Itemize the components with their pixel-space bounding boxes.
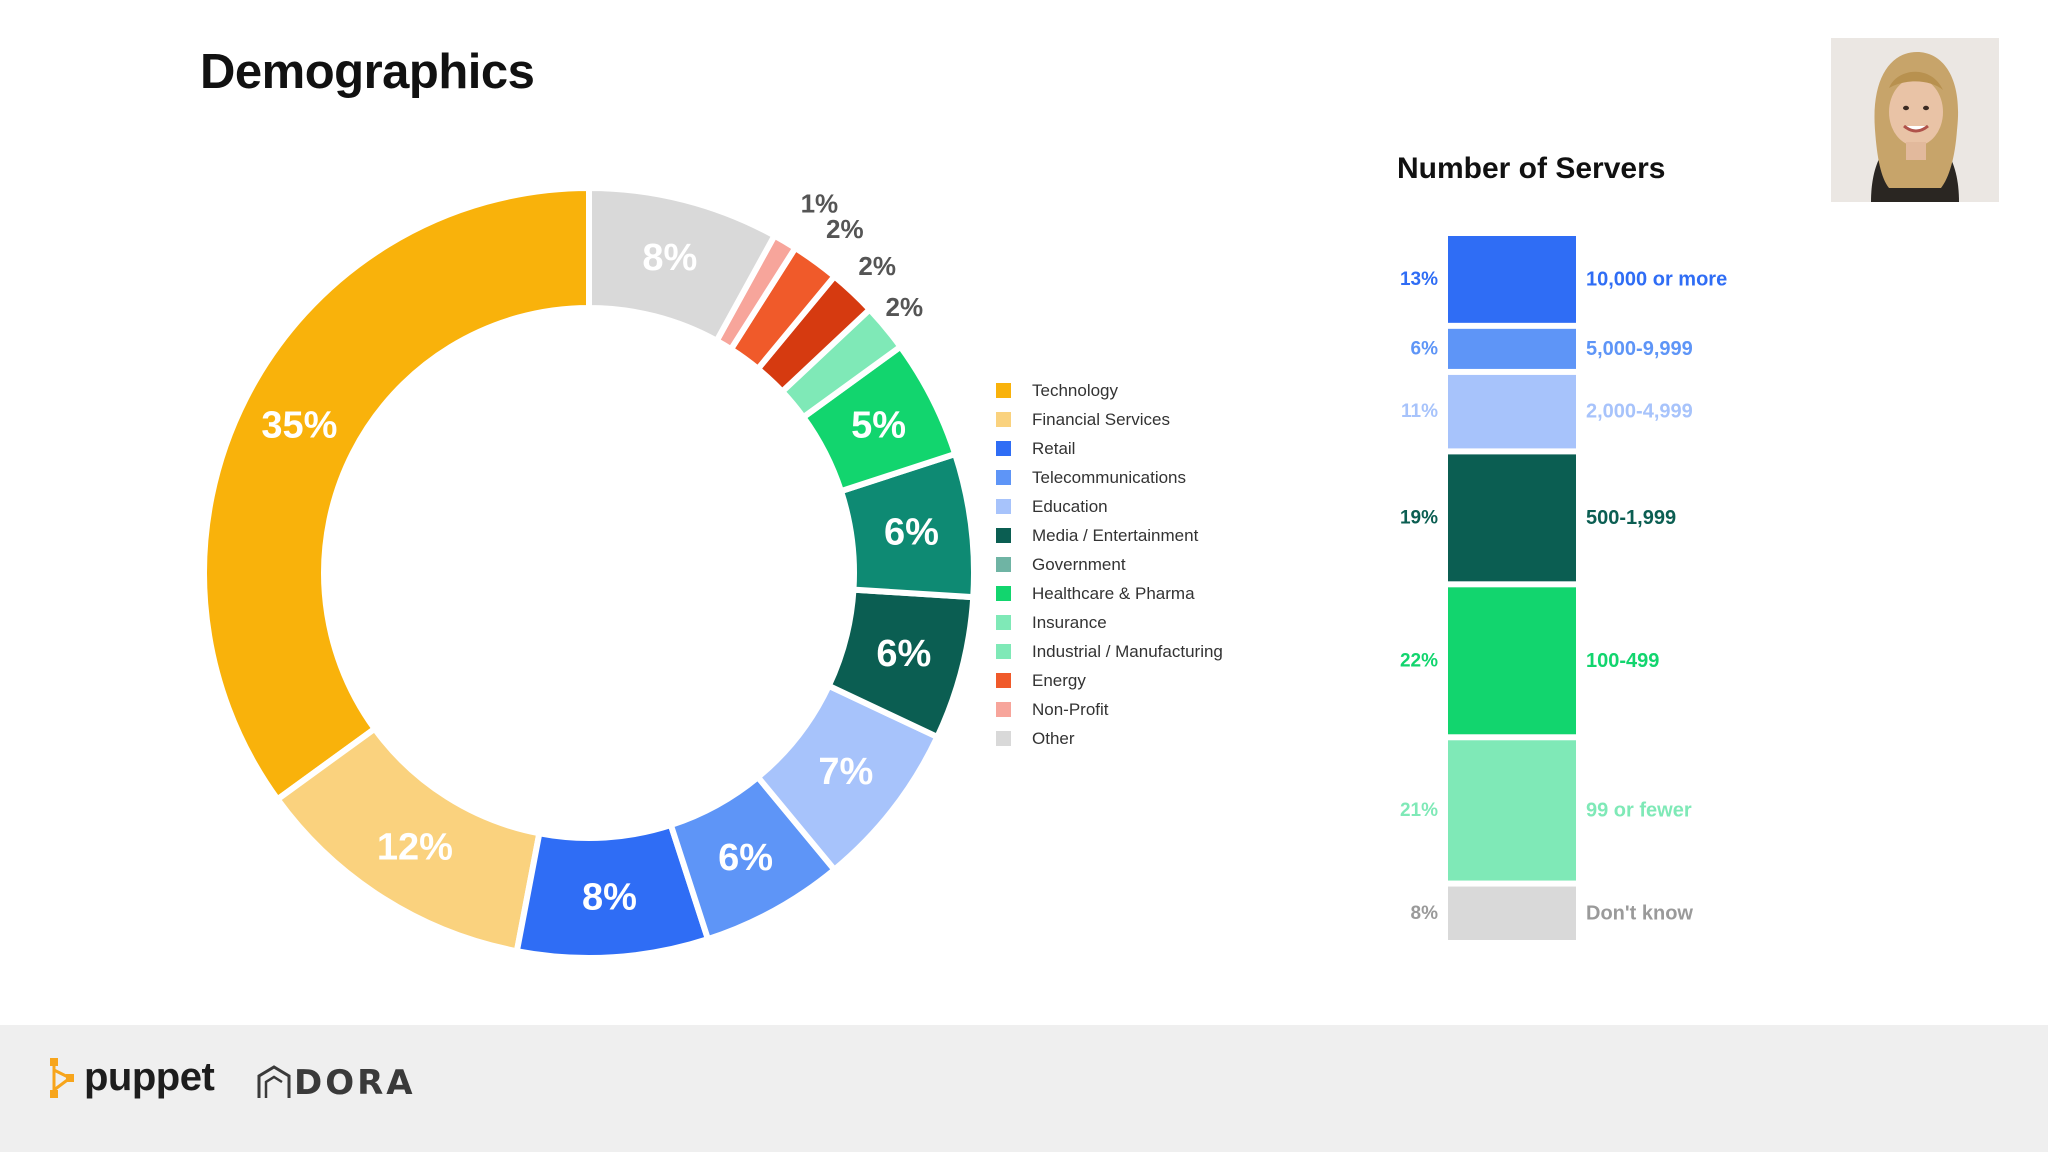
donut-label-telecommunications: 6% bbox=[718, 837, 773, 879]
legend-label: Government bbox=[1032, 554, 1126, 574]
legend-swatch bbox=[996, 557, 1011, 572]
server-category-label: 99 or fewer bbox=[1586, 799, 1692, 821]
page-title: Demographics bbox=[200, 45, 535, 99]
legend-label: Media / Entertainment bbox=[1032, 525, 1199, 545]
legend-label: Healthcare & Pharma bbox=[1032, 583, 1195, 603]
server-category-label: 10,000 or more bbox=[1586, 268, 1727, 290]
legend-swatch bbox=[996, 412, 1011, 427]
puppet-logo: puppet bbox=[44, 1055, 215, 1100]
legend-swatch bbox=[996, 731, 1011, 746]
legend-item-media-entertainment: Media / Entertainment bbox=[996, 521, 1223, 550]
dora-logo: DORA bbox=[256, 1063, 416, 1103]
presenter-webcam bbox=[1831, 38, 1999, 202]
legend-item-industrial-manufacturing: Industrial / Manufacturing bbox=[996, 637, 1223, 666]
legend-label: Technology bbox=[1032, 380, 1119, 400]
donut-label-technology: 35% bbox=[261, 404, 337, 446]
puppet-logo-icon bbox=[50, 1058, 74, 1098]
donut-label-healthcare-pharma: 5% bbox=[851, 404, 906, 446]
server-value-label: 13% bbox=[1400, 269, 1438, 290]
donut-label-other: 8% bbox=[642, 237, 697, 279]
donut-label-education: 7% bbox=[818, 751, 873, 793]
footer-bar: puppet DORA bbox=[0, 1025, 2048, 1152]
server-value-label: 21% bbox=[1400, 800, 1438, 821]
legend-swatch bbox=[996, 499, 1011, 514]
legend-label: Retail bbox=[1032, 438, 1076, 458]
servers-chart-title: Number of Servers bbox=[1397, 152, 1666, 185]
server-value-label: 19% bbox=[1400, 507, 1438, 528]
legend-item-energy: Energy bbox=[996, 666, 1223, 695]
dora-logo-icon bbox=[257, 1065, 291, 1098]
donut-label-retail: 8% bbox=[582, 876, 637, 918]
server-value-label: 6% bbox=[1411, 338, 1439, 359]
industry-donut-chart: 35%12%8%6%7%6%6%5%2%2%2%1%8% bbox=[201, 184, 977, 961]
legend-item-financial-services: Financial Services bbox=[996, 405, 1223, 434]
server-bar-10-000-or-more bbox=[1448, 236, 1576, 323]
legend-label: Non-Profit bbox=[1032, 699, 1109, 719]
legend-swatch bbox=[996, 383, 1011, 398]
legend-swatch bbox=[996, 528, 1011, 543]
legend-label: Insurance bbox=[1032, 612, 1107, 632]
server-category-label: 500-1,999 bbox=[1586, 507, 1676, 529]
server-bar-5-000-9-999 bbox=[1448, 328, 1576, 369]
legend-item-technology: Technology bbox=[996, 376, 1223, 405]
puppet-wordmark: puppet bbox=[84, 1055, 215, 1099]
server-bar-100-499 bbox=[1448, 587, 1576, 735]
presenter-avatar bbox=[1831, 38, 1999, 202]
legend-item-healthcare-pharma: Healthcare & Pharma bbox=[996, 579, 1223, 608]
legend-label: Education bbox=[1032, 496, 1108, 516]
server-bar-500-1-999 bbox=[1448, 454, 1576, 582]
server-value-label: 22% bbox=[1400, 650, 1438, 671]
legend-item-telecommunications: Telecommunications bbox=[996, 463, 1223, 492]
server-bar-2-000-4-999 bbox=[1448, 374, 1576, 449]
donut-label-industrial-manufacturing: 2% bbox=[858, 251, 896, 281]
dora-wordmark: DORA bbox=[294, 1063, 416, 1103]
legend-item-non-profit: Non-Profit bbox=[996, 695, 1223, 724]
legend-swatch bbox=[996, 615, 1011, 630]
legend-swatch bbox=[996, 441, 1011, 456]
legend-item-government: Government bbox=[996, 550, 1223, 579]
donut-label-government: 6% bbox=[884, 511, 939, 553]
server-category-label: 100-499 bbox=[1586, 650, 1659, 672]
donut-label-energy: 2% bbox=[826, 214, 864, 244]
legend-swatch bbox=[996, 673, 1011, 688]
donut-slice-other bbox=[586, 184, 779, 345]
server-category-label: 5,000-9,999 bbox=[1586, 338, 1693, 360]
donut-label-insurance: 2% bbox=[886, 292, 924, 322]
legend-label: Financial Services bbox=[1032, 409, 1170, 429]
donut-label-non-profit: 1% bbox=[801, 189, 839, 219]
legend-label: Telecommunications bbox=[1032, 467, 1187, 487]
legend-swatch bbox=[996, 702, 1011, 717]
server-bar-don-t-know bbox=[1448, 886, 1576, 940]
legend-label: Other bbox=[1032, 728, 1075, 748]
server-bar-99-or-fewer bbox=[1448, 740, 1576, 881]
industry-legend: Technology Financial Services Retail Teleco… bbox=[996, 376, 1223, 753]
server-value-label: 8% bbox=[1411, 903, 1439, 924]
donut-label-financial-services: 12% bbox=[377, 826, 453, 868]
server-category-label: 2,000-4,999 bbox=[1586, 401, 1693, 423]
server-category-label: Don't know bbox=[1586, 902, 1693, 924]
legend-swatch bbox=[996, 644, 1011, 659]
server-value-label: 11% bbox=[1401, 401, 1438, 422]
donut-slice-technology bbox=[201, 184, 592, 804]
legend-swatch bbox=[996, 470, 1011, 485]
legend-label: Industrial / Manufacturing bbox=[1032, 641, 1223, 661]
legend-swatch bbox=[996, 586, 1011, 601]
servers-stacked-bar-chart: 13% 10,000 or more 6% 5,000-9,999 11% 2,000-4… bbox=[1400, 236, 1727, 940]
legend-item-insurance: Insurance bbox=[996, 608, 1223, 637]
donut-label-media-entertainment: 6% bbox=[876, 633, 931, 675]
legend-item-other: Other bbox=[996, 724, 1223, 753]
legend-item-education: Education bbox=[996, 492, 1223, 521]
legend-item-retail: Retail bbox=[996, 434, 1223, 463]
legend-label: Energy bbox=[1032, 670, 1086, 690]
